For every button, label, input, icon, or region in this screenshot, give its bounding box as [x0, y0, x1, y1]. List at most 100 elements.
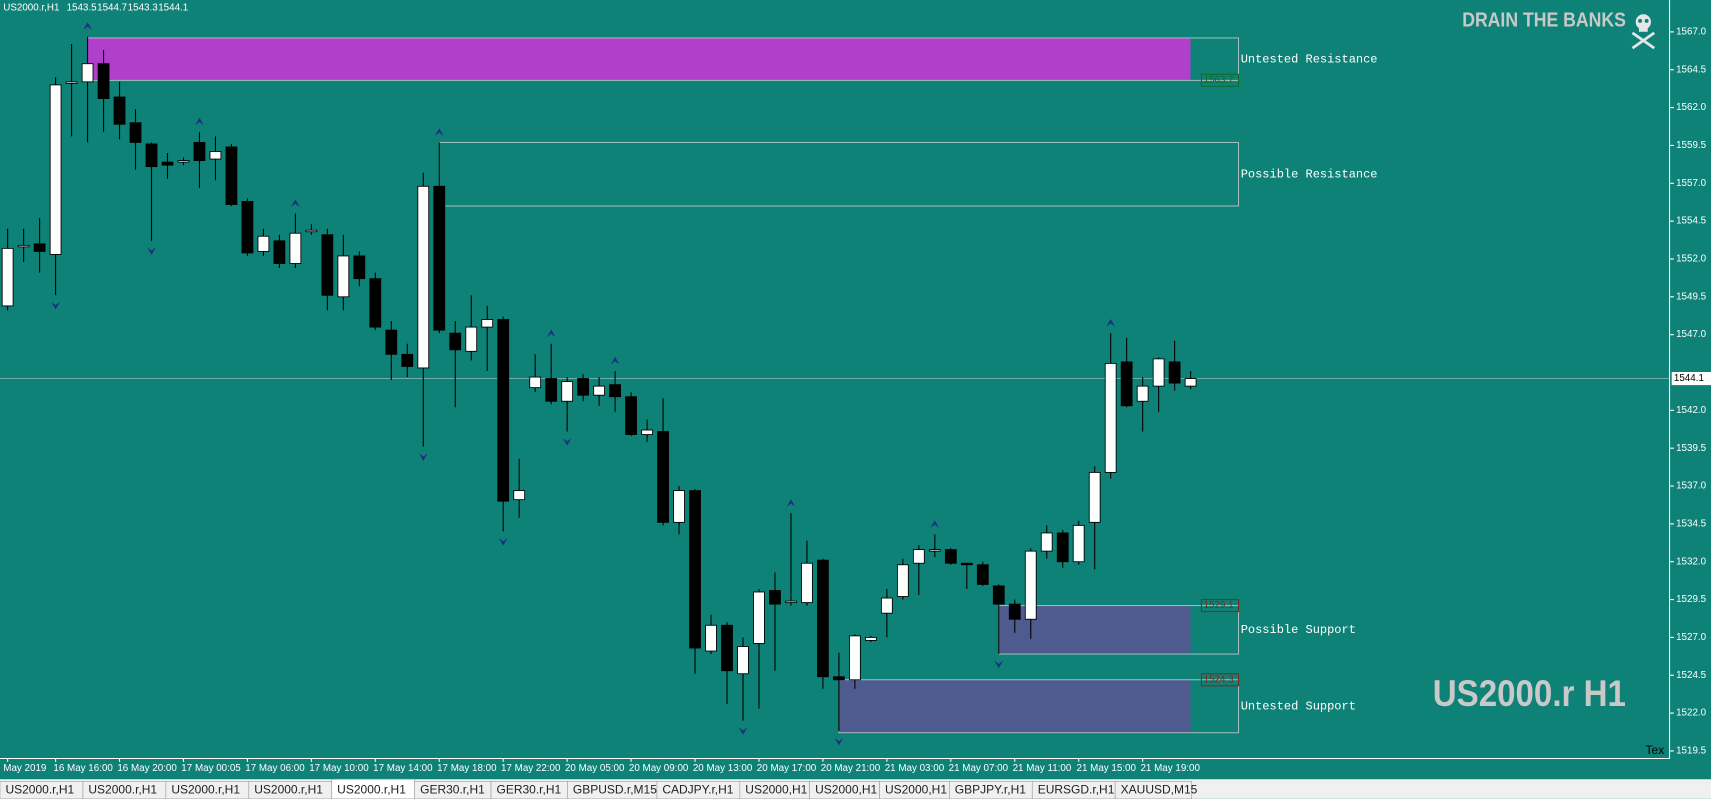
candle-body — [705, 624, 717, 652]
zone-label: Untested Resistance — [1241, 52, 1378, 66]
tab-label[interactable]: US2000.r,H1 — [171, 782, 240, 796]
header-symbol: US2000.r,H1 — [3, 2, 59, 13]
candle-body — [129, 122, 142, 143]
fractal-up — [546, 329, 556, 338]
current-price-box — [1671, 372, 1711, 386]
candle-body — [529, 376, 542, 389]
candle-body — [912, 549, 925, 564]
candle-body — [833, 676, 845, 681]
candle-body — [65, 81, 78, 84]
candle-body — [305, 229, 318, 233]
candle-body — [161, 161, 174, 166]
y-tick-label: 1562.0 — [1676, 102, 1707, 113]
candle-body — [625, 396, 637, 436]
candle-body — [497, 319, 510, 502]
tab-label[interactable]: US2000,H1 — [885, 782, 947, 796]
y-tick-label: 1532.0 — [1676, 556, 1707, 567]
y-tick-label: 1549.5 — [1676, 291, 1707, 302]
tab-label[interactable]: US2000,H1 — [815, 782, 877, 796]
y-tick-label: 1567.0 — [1676, 27, 1707, 38]
zone-fill — [87, 37, 1191, 81]
zone-price-label: 1563.7 — [1204, 75, 1234, 86]
candle-body — [369, 278, 382, 328]
candle-body — [849, 635, 861, 681]
tab-label[interactable]: US2000.r,H1 — [254, 782, 323, 796]
candle-body — [641, 429, 653, 436]
x-tick-label: 21 May 03:00 — [885, 763, 945, 774]
y-tick-label: 1552.0 — [1676, 254, 1707, 265]
candle-body — [449, 332, 462, 351]
x-tick-label: 17 May 06:00 — [245, 763, 305, 774]
x-tick-label: 17 May 10:00 — [309, 763, 369, 774]
x-tick-label: May 2019 — [3, 763, 46, 774]
fractal-up — [195, 117, 204, 126]
tab-label[interactable]: GER30.r,H1 — [496, 782, 561, 796]
tab-label[interactable]: US2000.r,H1 — [5, 782, 74, 796]
fractal-down — [834, 737, 844, 746]
fractal-up — [610, 356, 620, 365]
candle-body — [273, 240, 286, 264]
candle-body — [1056, 532, 1069, 563]
candle-body — [577, 378, 590, 396]
candle-body — [1, 247, 14, 307]
fractal-down — [147, 247, 156, 255]
tab-label[interactable]: US2000.r,H1 — [337, 782, 406, 796]
candle-body — [257, 235, 270, 252]
candle-body — [145, 143, 158, 168]
y-tick-label: 1529.5 — [1676, 594, 1707, 605]
candle-body — [225, 146, 238, 205]
candle-body — [896, 564, 909, 597]
candle-body — [1072, 524, 1085, 563]
candle-body — [944, 549, 957, 564]
tab-label[interactable]: GBPUSD.r,M15 — [573, 782, 657, 796]
zone-label: Possible Support — [1241, 623, 1356, 637]
candle-body — [289, 232, 302, 264]
tab-label[interactable]: US2000.r,H1 — [88, 782, 157, 796]
y-tick-label: 1547.0 — [1676, 329, 1707, 340]
candle-body — [417, 185, 430, 369]
tab-label[interactable]: CADJPY.r,H1 — [662, 782, 733, 796]
y-tick-label: 1534.5 — [1676, 518, 1707, 529]
tab-label[interactable]: GER30.r,H1 — [420, 782, 485, 796]
candle-body — [593, 385, 606, 396]
candle-body — [992, 585, 1005, 605]
candle-body — [1040, 532, 1053, 552]
candle-body — [385, 329, 398, 355]
tab-label[interactable]: XAUUSD,M15 — [1121, 782, 1198, 796]
fractal-up — [786, 499, 796, 507]
candle-body — [880, 597, 893, 614]
x-tick-label: 17 May 14:00 — [373, 763, 433, 774]
candle-body — [545, 378, 558, 402]
candle-body — [737, 646, 749, 675]
candle-body — [1104, 362, 1117, 473]
zone-price-box — [1200, 673, 1240, 687]
x-tick-label: 17 May 18:00 — [437, 763, 497, 774]
candle-body — [1120, 361, 1133, 407]
fractal-down — [498, 537, 508, 546]
y-tick-label: 1542.0 — [1676, 405, 1707, 416]
candle-body — [481, 319, 494, 328]
candle-body — [193, 141, 206, 162]
x-tick-label: 17 May 00:05 — [181, 763, 241, 774]
candle-body — [465, 326, 478, 352]
zone-price-label: 1529.1 — [1204, 600, 1234, 611]
y-tick-label: 1522.0 — [1676, 708, 1707, 719]
candle-body — [1168, 361, 1181, 384]
candle-body — [33, 243, 46, 252]
tab-label[interactable]: GBPJPY.r,H1 — [955, 782, 1026, 796]
candle-body — [801, 562, 813, 604]
candle-body — [864, 636, 877, 641]
y-tick-label: 1537.0 — [1676, 481, 1707, 492]
current-price-label: 1544.1 — [1674, 373, 1704, 384]
candle-body — [177, 160, 190, 163]
fractal-down — [51, 301, 60, 310]
tab-label[interactable]: EURSGD.r,H1 — [1038, 782, 1115, 796]
corner-text: Tex — [1646, 743, 1665, 757]
candle-body — [769, 590, 781, 605]
x-tick-label: 16 May 20:00 — [117, 763, 177, 774]
tab-label[interactable]: US2000,H1 — [745, 782, 807, 796]
y-tick-label: 1524.5 — [1676, 670, 1707, 681]
fractal-up — [434, 128, 444, 136]
